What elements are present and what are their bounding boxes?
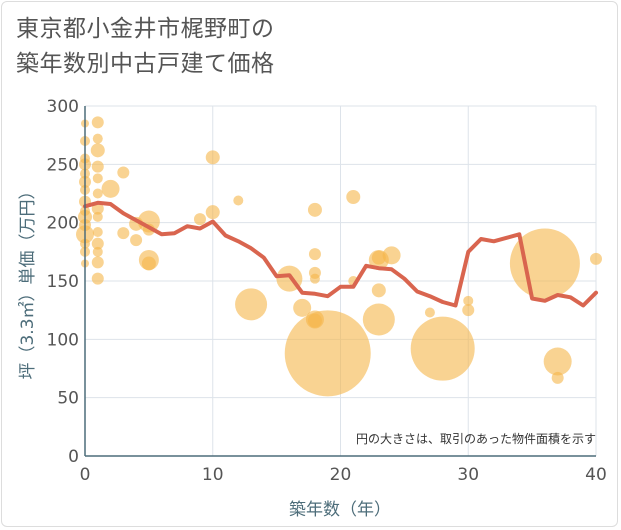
- bubble-point[interactable]: [205, 150, 220, 165]
- chart-title-line-1: 東京都小金井市梶野町の: [16, 16, 275, 42]
- x-axis-title: 築年数（年）: [289, 500, 391, 520]
- x-tick-label: 10: [202, 465, 224, 485]
- bubble-point[interactable]: [91, 160, 104, 173]
- chart-title-line-2: 築年数別中古戸建て価格: [16, 51, 275, 77]
- bubble-point[interactable]: [346, 190, 361, 204]
- bubble-point[interactable]: [233, 195, 244, 206]
- y-tick-label: 50: [57, 389, 79, 409]
- bubble-point[interactable]: [193, 213, 206, 226]
- x-tick-label: 0: [80, 465, 91, 485]
- bubble-point[interactable]: [141, 256, 156, 271]
- bubble-point[interactable]: [551, 371, 564, 384]
- axes: [84, 106, 596, 457]
- x-tick-label: 40: [585, 465, 607, 485]
- bubble-point[interactable]: [382, 246, 401, 265]
- bubble-point[interactable]: [117, 166, 130, 179]
- bubble-point[interactable]: [307, 202, 322, 217]
- bubble-point[interactable]: [92, 227, 103, 237]
- bubble-point[interactable]: [117, 227, 130, 240]
- bubble-point[interactable]: [543, 347, 572, 376]
- bubble-point[interactable]: [90, 143, 105, 158]
- x-tick-label: 30: [457, 465, 479, 485]
- bubble-point[interactable]: [92, 246, 103, 257]
- bubble-point[interactable]: [91, 272, 104, 285]
- bubble-point[interactable]: [293, 298, 312, 317]
- bubble-point[interactable]: [307, 313, 322, 328]
- y-tick-label: 300: [47, 97, 79, 117]
- bubble-point[interactable]: [91, 116, 104, 129]
- bubble-point[interactable]: [362, 303, 395, 336]
- bubble-point[interactable]: [371, 250, 386, 265]
- bubble-point[interactable]: [463, 295, 474, 306]
- x-tick-label: 20: [330, 465, 352, 485]
- y-tick-label: 150: [47, 272, 79, 292]
- bubble-point[interactable]: [308, 248, 321, 261]
- bubble-point[interactable]: [92, 133, 103, 144]
- bubble-point[interactable]: [205, 205, 220, 220]
- average-price-line: [83, 200, 598, 308]
- bubble-point[interactable]: [410, 316, 475, 381]
- bubble-point[interactable]: [101, 179, 120, 198]
- bubble-point[interactable]: [309, 273, 320, 284]
- y-tick-label: 200: [47, 214, 79, 234]
- bubble-point[interactable]: [91, 256, 104, 269]
- bubble-point[interactable]: [371, 283, 386, 298]
- bubble-point[interactable]: [92, 188, 103, 199]
- y-tick-label: 250: [47, 155, 79, 175]
- average-line-series: [83, 200, 598, 308]
- tick-labels: 0 50 100 150 200 250 300 0 10 20 30 40: [47, 97, 607, 485]
- bubble-point[interactable]: [284, 310, 371, 397]
- bubble-point[interactable]: [91, 237, 104, 250]
- bubble-point[interactable]: [137, 210, 160, 233]
- bubble-point[interactable]: [92, 211, 103, 222]
- chart-title: 東京都小金井市梶野町の 築年数別中古戸建て価格: [16, 12, 275, 82]
- bubble-point[interactable]: [130, 234, 143, 247]
- y-tick-label: 0: [68, 447, 79, 467]
- bubble-point[interactable]: [590, 252, 602, 265]
- y-tick-label: 100: [47, 330, 79, 350]
- y-axis-title: 坪（3.3㎡）単価（万円）: [18, 182, 38, 379]
- bubble-point[interactable]: [235, 288, 268, 321]
- bubble-point[interactable]: [92, 173, 103, 184]
- bubble-size-note: 円の大きさは、取引のあった物件面積を示す: [356, 431, 596, 446]
- bubble-point[interactable]: [462, 304, 475, 317]
- bubble-point[interactable]: [424, 307, 435, 318]
